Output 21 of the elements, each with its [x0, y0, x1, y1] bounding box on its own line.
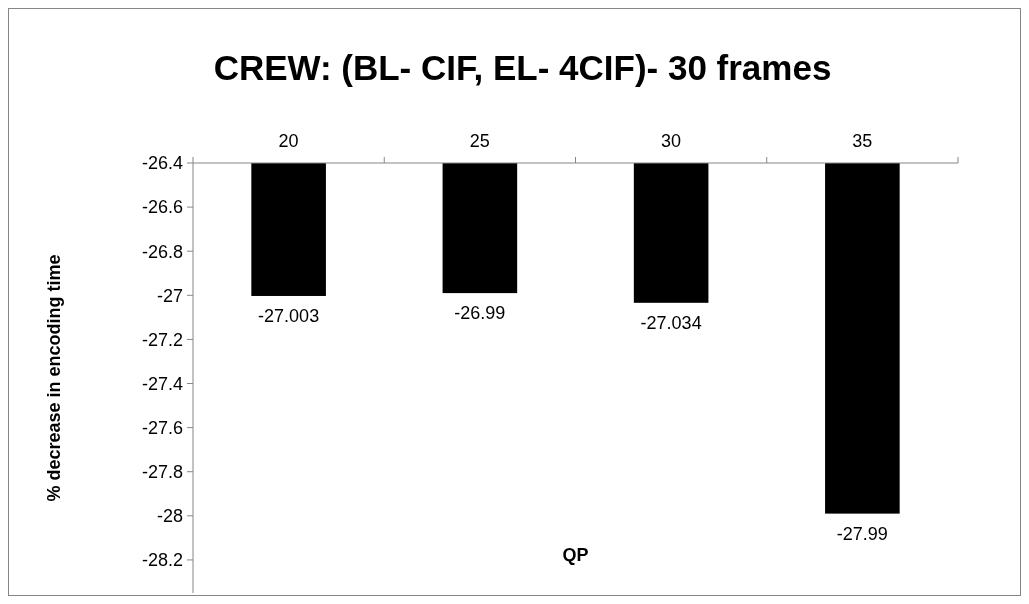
data-label: -27.003 — [258, 305, 320, 326]
x-axis-title: QP — [562, 545, 589, 565]
y-tick-label: -27.2 — [141, 329, 183, 350]
y-tick-label: -26.6 — [141, 197, 183, 218]
y-axis-title: % decrease in encoding time — [44, 254, 64, 502]
chart-title: CREW: (BL- CIF, EL- 4CIF)- 30 frames — [213, 48, 832, 87]
y-tick-label: -26.4 — [141, 153, 183, 174]
x-tick-label: 30 — [661, 131, 682, 151]
x-tick-label: 25 — [469, 131, 490, 151]
y-tick-label: -28 — [156, 506, 183, 527]
y-tick-label: -28.2 — [141, 550, 183, 571]
y-tick-label: -27.6 — [141, 417, 183, 438]
data-label: -27.99 — [836, 523, 888, 544]
y-tick-label: -27.8 — [141, 462, 183, 483]
x-tick-label: 20 — [278, 131, 299, 151]
data-label: -26.99 — [454, 303, 506, 324]
data-label: -27.034 — [640, 312, 702, 333]
x-tick-label: 35 — [852, 131, 873, 151]
y-tick-label: -27.4 — [141, 373, 183, 394]
y-tick-label: -26.8 — [141, 241, 183, 262]
y-tick-label: -27 — [156, 285, 183, 306]
